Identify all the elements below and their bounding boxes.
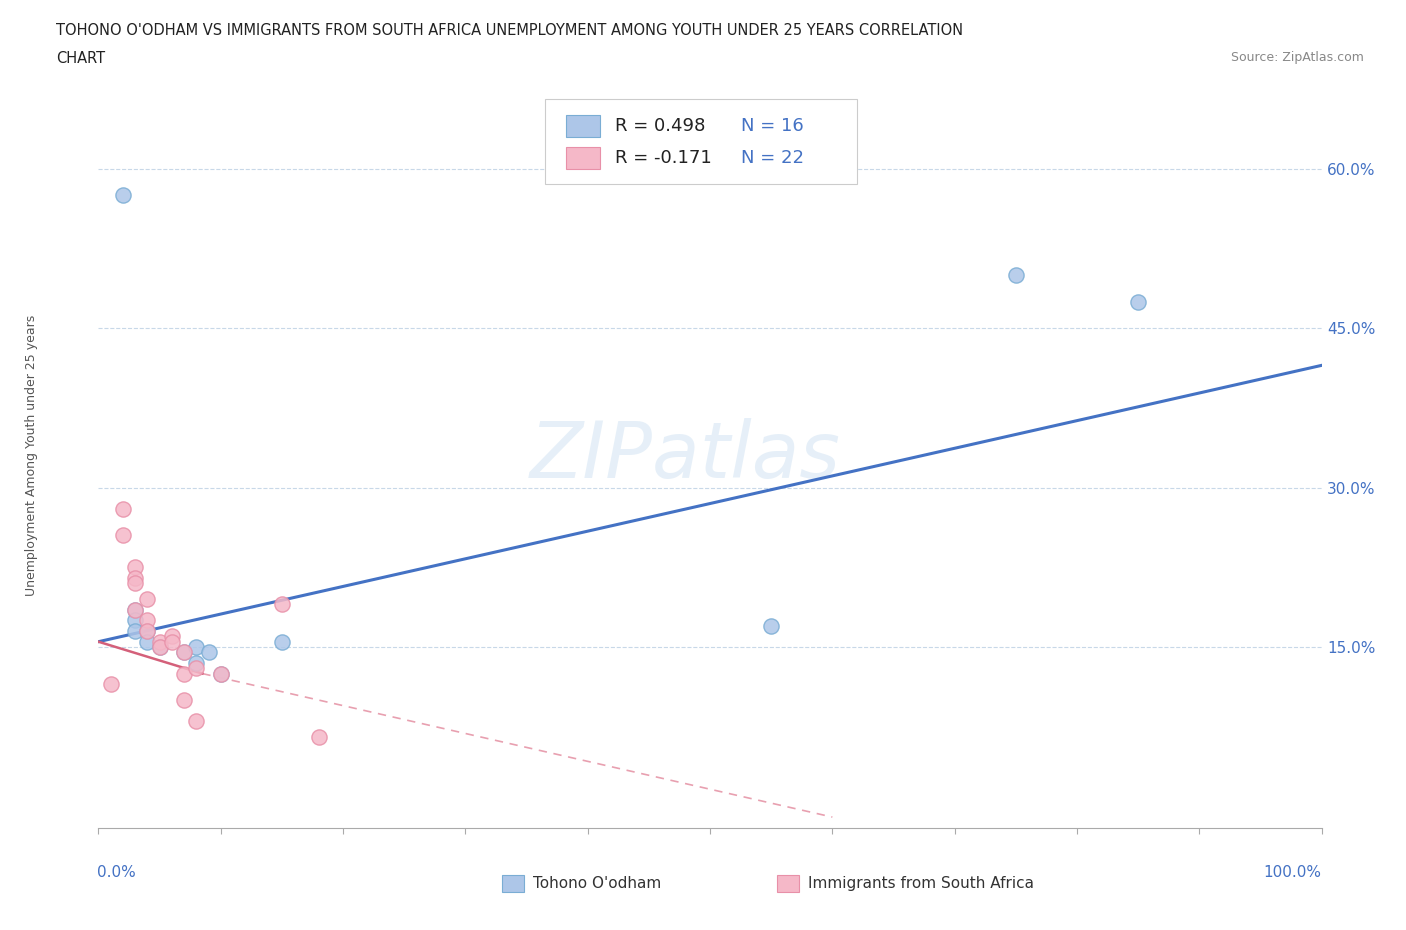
Point [761,618,783,633]
Text: 0.0%: 0.0% [97,865,136,880]
Point [136,613,159,628]
Point [186,656,208,671]
Text: Source: ZipAtlas.com: Source: ZipAtlas.com [1230,51,1364,64]
FancyBboxPatch shape [565,115,600,138]
Point [209,666,232,681]
Text: Tohono O'odham: Tohono O'odham [533,876,661,891]
Point [270,634,294,649]
FancyBboxPatch shape [565,147,600,169]
Point [160,634,183,649]
Point [186,640,208,655]
Point [160,629,183,644]
Point [100,677,122,692]
Point [149,640,172,655]
Point [124,560,146,575]
Point [111,528,134,543]
Point [186,661,208,676]
Text: N = 22: N = 22 [741,149,804,167]
Text: R = 0.498: R = 0.498 [614,117,704,135]
Point [111,501,134,516]
Point [124,570,146,585]
Text: N = 16: N = 16 [741,117,803,135]
Point [173,644,195,659]
Text: Immigrants from South Africa: Immigrants from South Africa [808,876,1033,891]
Point [124,603,146,618]
Point [197,644,219,659]
Point [209,666,232,681]
Text: R = -0.171: R = -0.171 [614,149,711,167]
Point [149,634,172,649]
Point [1128,294,1150,309]
Text: ZIPatlas: ZIPatlas [530,418,841,494]
Point [173,666,195,681]
Point [136,634,159,649]
Point [270,597,294,612]
Text: Unemployment Among Youth under 25 years: Unemployment Among Youth under 25 years [25,315,38,596]
FancyBboxPatch shape [778,875,799,892]
Point [124,603,146,618]
Point [308,730,330,745]
Point [149,640,172,655]
Point [124,576,146,591]
Text: TOHONO O'ODHAM VS IMMIGRANTS FROM SOUTH AFRICA UNEMPLOYMENT AMONG YOUTH UNDER 25: TOHONO O'ODHAM VS IMMIGRANTS FROM SOUTH … [56,23,963,38]
Point [136,591,159,606]
Text: CHART: CHART [56,51,105,66]
Point [1004,268,1026,283]
FancyBboxPatch shape [546,99,856,184]
FancyBboxPatch shape [502,875,523,892]
Point [186,714,208,729]
Point [124,624,146,639]
Point [173,693,195,708]
Point [173,644,195,659]
Text: 100.0%: 100.0% [1264,865,1322,880]
Point [124,613,146,628]
Point [136,624,159,639]
Point [136,624,159,639]
Point [111,188,134,203]
